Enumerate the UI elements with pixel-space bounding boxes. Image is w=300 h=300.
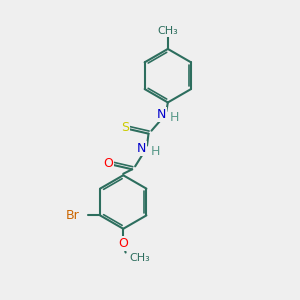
Text: S: S — [121, 121, 129, 134]
Text: O: O — [103, 157, 113, 170]
Text: Br: Br — [65, 209, 79, 222]
Text: N: N — [156, 108, 166, 121]
Text: H: H — [170, 111, 179, 124]
Text: H: H — [151, 145, 160, 158]
Text: N: N — [137, 142, 146, 155]
Text: O: O — [118, 237, 128, 250]
Text: CH₃: CH₃ — [158, 26, 178, 36]
Text: CH₃: CH₃ — [129, 254, 150, 263]
